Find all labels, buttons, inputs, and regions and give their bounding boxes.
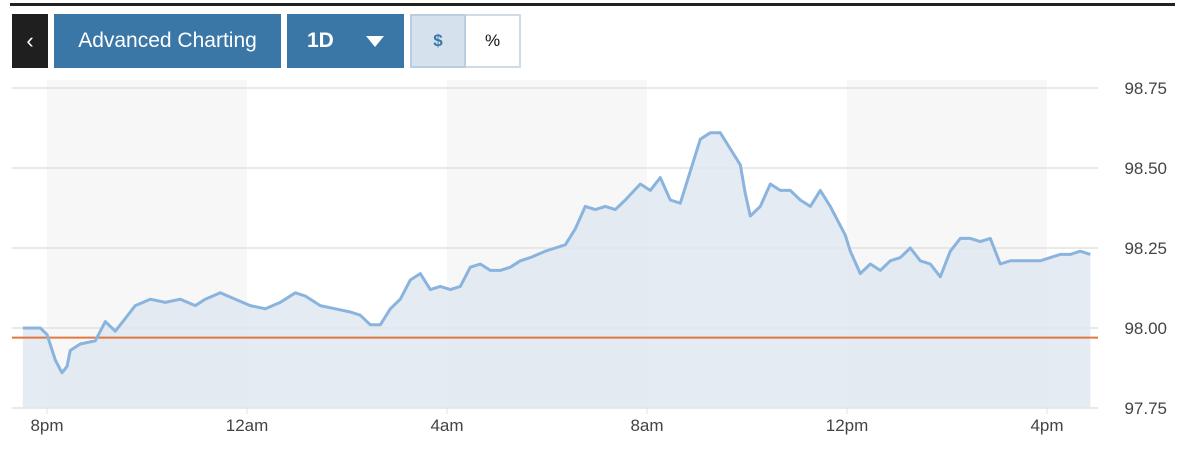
y-tick-label: 98.25 <box>1124 239 1167 258</box>
percent-label: % <box>484 31 501 50</box>
x-tick-label: 8pm <box>30 416 63 435</box>
dollar-label: $ <box>433 31 443 50</box>
price-area <box>22 132 1091 409</box>
advanced-charting-button[interactable]: Advanced Charting <box>54 14 281 68</box>
x-tick-label: 12pm <box>826 416 869 435</box>
chevron-left-icon: ‹ <box>26 28 34 53</box>
price-line <box>22 131 1091 375</box>
y-tick-label: 97.75 <box>1124 399 1167 418</box>
y-tick-label: 98.75 <box>1124 79 1167 98</box>
y-tick-label: 98.50 <box>1124 159 1167 178</box>
x-tick-label: 12am <box>226 416 269 435</box>
x-tick-label: 4pm <box>1030 416 1063 435</box>
range-dropdown[interactable]: 1D <box>287 14 404 68</box>
x-tick-label: 4am <box>430 416 463 435</box>
back-button[interactable]: ‹ <box>12 14 48 68</box>
y-tick-label: 98.00 <box>1124 319 1167 338</box>
top-border <box>10 3 1175 6</box>
percent-toggle[interactable]: % <box>466 14 521 68</box>
x-tick-label: 8am <box>630 416 663 435</box>
dollar-toggle[interactable]: $ <box>410 14 466 68</box>
range-label: 1D <box>307 29 334 52</box>
caret-down-icon <box>366 35 384 47</box>
advanced-charting-label: Advanced Charting <box>78 29 257 52</box>
